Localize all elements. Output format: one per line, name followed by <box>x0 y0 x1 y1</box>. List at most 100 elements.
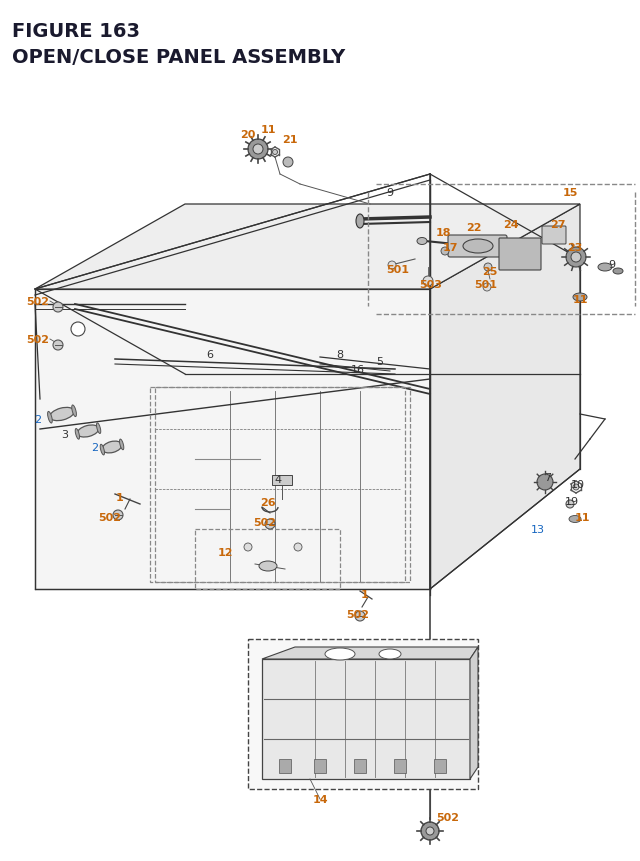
Bar <box>314 759 326 773</box>
Text: 12: 12 <box>217 548 233 557</box>
Text: OPEN/CLOSE PANEL ASSEMBLY: OPEN/CLOSE PANEL ASSEMBLY <box>12 48 345 67</box>
Text: 4: 4 <box>275 474 282 485</box>
FancyBboxPatch shape <box>248 639 478 789</box>
Text: 25: 25 <box>483 267 498 276</box>
Ellipse shape <box>72 406 76 417</box>
Ellipse shape <box>47 412 52 424</box>
Circle shape <box>423 276 433 287</box>
Text: 503: 503 <box>420 280 442 289</box>
Circle shape <box>566 248 586 268</box>
Text: 10: 10 <box>571 480 585 489</box>
FancyBboxPatch shape <box>542 226 566 245</box>
Text: 9: 9 <box>387 188 394 198</box>
Text: 11: 11 <box>260 125 276 135</box>
Circle shape <box>273 151 278 155</box>
Circle shape <box>113 511 123 520</box>
Circle shape <box>483 283 491 292</box>
Text: 502: 502 <box>436 812 460 822</box>
Ellipse shape <box>325 648 355 660</box>
Ellipse shape <box>379 649 401 660</box>
Ellipse shape <box>259 561 277 572</box>
Ellipse shape <box>573 294 587 301</box>
Polygon shape <box>430 205 580 589</box>
Text: 1: 1 <box>116 492 124 503</box>
Circle shape <box>248 139 268 160</box>
Circle shape <box>265 519 275 530</box>
Text: 502: 502 <box>99 512 122 523</box>
Ellipse shape <box>76 429 79 440</box>
Ellipse shape <box>613 269 623 275</box>
Ellipse shape <box>120 440 124 450</box>
Ellipse shape <box>100 445 104 455</box>
Polygon shape <box>35 289 430 589</box>
Text: 21: 21 <box>282 135 298 145</box>
Ellipse shape <box>77 425 99 437</box>
Circle shape <box>71 323 85 337</box>
Text: 11: 11 <box>574 512 589 523</box>
Text: 13: 13 <box>531 524 545 535</box>
Ellipse shape <box>417 238 427 245</box>
Circle shape <box>441 248 449 256</box>
Bar <box>354 759 366 773</box>
Text: 2: 2 <box>35 414 42 424</box>
Circle shape <box>283 158 293 168</box>
Circle shape <box>537 474 553 491</box>
Circle shape <box>426 827 434 835</box>
Circle shape <box>484 263 492 272</box>
Text: 24: 24 <box>503 220 519 230</box>
Text: 26: 26 <box>260 498 276 507</box>
Text: 22: 22 <box>467 223 482 232</box>
Text: 23: 23 <box>567 243 582 253</box>
Bar <box>279 759 291 773</box>
Text: 7: 7 <box>545 473 552 482</box>
Text: 501: 501 <box>387 264 410 275</box>
Text: 2: 2 <box>92 443 99 453</box>
Text: 502: 502 <box>253 517 276 528</box>
Text: 6: 6 <box>207 350 214 360</box>
Circle shape <box>571 253 581 263</box>
Circle shape <box>566 500 574 508</box>
Text: 17: 17 <box>442 243 458 253</box>
Circle shape <box>573 485 579 491</box>
Ellipse shape <box>102 442 122 454</box>
Polygon shape <box>470 647 478 779</box>
Text: 1: 1 <box>361 589 369 599</box>
Circle shape <box>53 303 63 313</box>
Text: 8: 8 <box>337 350 344 360</box>
Ellipse shape <box>463 239 493 254</box>
Circle shape <box>244 543 252 551</box>
Text: 16: 16 <box>351 364 365 375</box>
Circle shape <box>53 341 63 350</box>
Text: 502: 502 <box>26 335 49 344</box>
Ellipse shape <box>356 214 364 229</box>
Text: 502: 502 <box>26 297 49 307</box>
Text: 502: 502 <box>346 610 369 619</box>
Bar <box>394 759 406 773</box>
Circle shape <box>388 262 396 269</box>
Polygon shape <box>262 647 478 660</box>
Ellipse shape <box>569 516 581 523</box>
Circle shape <box>253 145 263 155</box>
Ellipse shape <box>97 424 100 434</box>
Text: 11: 11 <box>572 294 588 305</box>
Ellipse shape <box>598 263 612 272</box>
Circle shape <box>421 822 439 840</box>
Polygon shape <box>262 660 470 779</box>
FancyBboxPatch shape <box>499 238 541 270</box>
Bar <box>434 759 446 773</box>
Text: 19: 19 <box>565 497 579 506</box>
Text: 14: 14 <box>312 794 328 804</box>
Text: FIGURE 163: FIGURE 163 <box>12 22 140 41</box>
Polygon shape <box>35 205 580 289</box>
Text: 3: 3 <box>61 430 68 439</box>
Text: 5: 5 <box>376 356 383 367</box>
Text: 9: 9 <box>609 260 616 269</box>
FancyBboxPatch shape <box>448 236 507 257</box>
Text: 27: 27 <box>550 220 566 230</box>
Text: 15: 15 <box>563 188 578 198</box>
Bar <box>272 475 292 486</box>
Text: 18: 18 <box>435 228 451 238</box>
Text: 501: 501 <box>474 280 497 289</box>
Circle shape <box>294 543 302 551</box>
Circle shape <box>355 611 365 622</box>
